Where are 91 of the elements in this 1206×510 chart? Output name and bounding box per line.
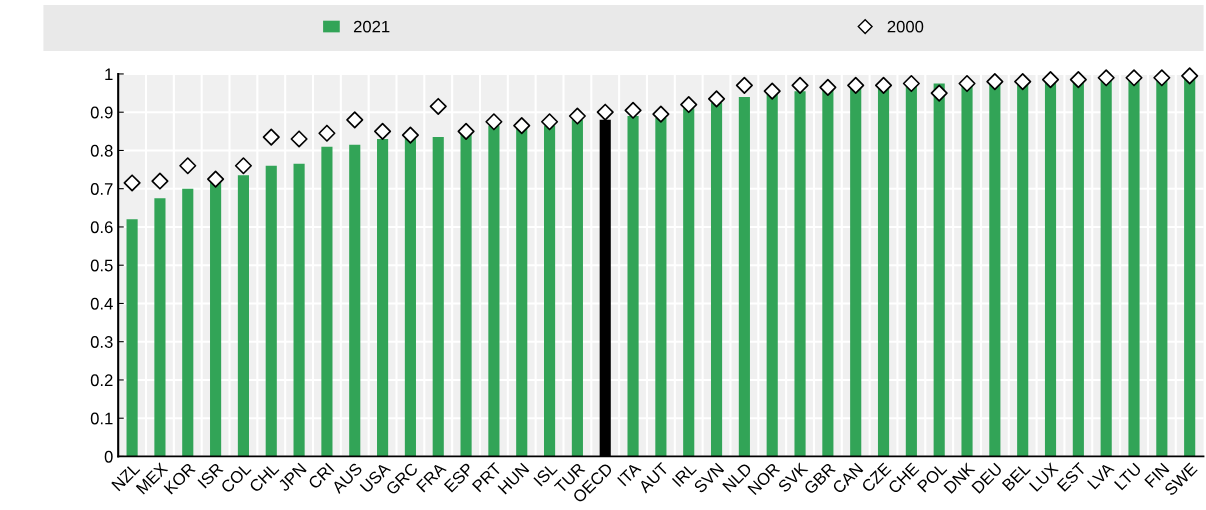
x-tick-label: ISR [197, 462, 224, 489]
point [568, 107, 586, 125]
y-tick-label: 0.6 [90, 221, 113, 234]
point [207, 170, 225, 188]
bar [738, 96, 750, 457]
point [401, 126, 419, 144]
point [123, 174, 141, 192]
bar [516, 127, 528, 457]
bar [321, 146, 333, 457]
point [847, 76, 865, 94]
point [680, 95, 698, 114]
bar [126, 219, 138, 457]
point [624, 101, 642, 119]
y-tick-label: 0.5 [90, 259, 113, 272]
bar [1044, 81, 1057, 457]
bar [404, 137, 416, 457]
y-tick-label: 0 [104, 450, 113, 463]
point [513, 117, 531, 135]
point [234, 157, 252, 175]
point [1125, 69, 1143, 87]
point [457, 122, 475, 140]
point [986, 73, 1004, 91]
point [735, 76, 753, 94]
point [930, 84, 948, 102]
y-tick-label: 0.2 [90, 374, 113, 387]
point [763, 82, 781, 100]
y-tick-label: 0.9 [90, 106, 113, 119]
bar [210, 181, 222, 457]
y-tick-label: 0.7 [90, 183, 113, 195]
x-tick-label: LVA [1087, 461, 1115, 490]
point [151, 172, 169, 190]
bar [850, 87, 862, 457]
bar [571, 119, 583, 457]
x-tick-label: ITA [617, 461, 642, 487]
bar [488, 125, 500, 457]
bar [265, 165, 277, 457]
point [902, 74, 920, 93]
x-tick-label: IRL [671, 462, 697, 488]
point [374, 122, 392, 140]
legend-label: 2021 [353, 20, 390, 33]
point [1014, 73, 1032, 91]
bar [432, 137, 444, 457]
point [707, 90, 726, 108]
bar [822, 89, 834, 457]
point [1181, 67, 1199, 85]
bar [655, 117, 667, 457]
x-tick-label: CRI [307, 462, 335, 490]
point [346, 111, 364, 129]
bar [877, 87, 890, 457]
point [791, 76, 809, 94]
bar [1184, 77, 1196, 457]
legend-label: 2000 [887, 20, 924, 33]
y-tick-label: 0.4 [90, 297, 113, 310]
point [1041, 71, 1060, 89]
bar [1128, 79, 1140, 457]
point [318, 124, 336, 142]
bar [349, 144, 361, 457]
bar [377, 138, 389, 457]
point [1097, 69, 1115, 87]
y-tick-label: 0.3 [90, 336, 113, 348]
bar [544, 125, 556, 457]
bar [237, 175, 249, 457]
bar [1100, 79, 1112, 457]
y-tick-label: 1 [105, 68, 113, 80]
bar [683, 108, 695, 457]
point [1153, 69, 1171, 87]
point [429, 97, 447, 116]
y-tick-label: 0.8 [90, 144, 113, 157]
point [262, 128, 280, 146]
bar [933, 83, 945, 457]
point [290, 130, 308, 148]
point [958, 74, 976, 93]
bar [293, 163, 305, 457]
point [596, 103, 614, 121]
point [540, 113, 559, 131]
x-tick-label: LTU [1114, 462, 1142, 491]
bar [182, 188, 194, 457]
bar [905, 85, 917, 457]
bar [154, 198, 166, 457]
y-tick-label: 0.1 [90, 412, 113, 425]
bar [794, 91, 806, 457]
bar [460, 133, 472, 457]
point [874, 76, 893, 94]
point [485, 113, 503, 131]
point [652, 105, 670, 123]
point [179, 157, 197, 175]
point [819, 78, 837, 96]
bar [627, 116, 639, 457]
point [1069, 71, 1087, 89]
x-tick-label: BEL [1001, 462, 1031, 492]
bar [710, 102, 723, 457]
